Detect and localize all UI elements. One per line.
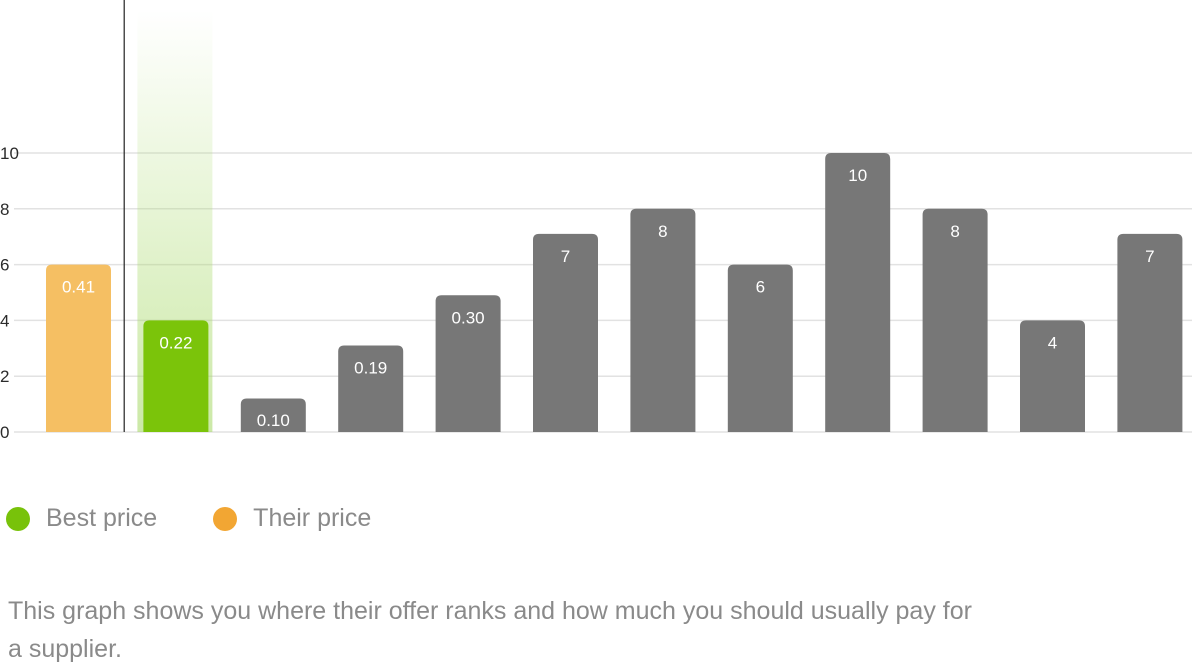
bar-value-label: 10: [848, 166, 867, 185]
bar-value-label: 8: [658, 222, 667, 241]
bar-value-label: 7: [561, 247, 570, 266]
bar-value-label: 0.22: [159, 333, 192, 352]
y-tick-label: 10: [0, 144, 19, 163]
best-price-dot-icon: [6, 506, 30, 531]
bar-value-label: 4: [1048, 333, 1057, 352]
bar-other: [1117, 233, 1183, 432]
bar-other: [727, 264, 793, 432]
bar-other: [825, 153, 891, 432]
price-rank-chart: 0 2 4 6 8 10 0.41 0.22 0.10 0.19 0.30 7 8 6 10 8 4 7: [0, 0, 1192, 442]
bar-other: [338, 345, 404, 432]
bar-other: [435, 295, 501, 432]
legend-item-best-price: Best price: [6, 504, 157, 533]
bar-their: [46, 264, 111, 432]
y-tick-label: 0: [0, 423, 9, 442]
bar-value-label: 0.30: [452, 308, 485, 327]
chart-caption: This graph shows you where their offer r…: [8, 597, 972, 663]
bar-other: [630, 208, 696, 432]
bar-other: [1020, 320, 1085, 432]
bar-value-label: 0.10: [257, 411, 290, 430]
bar-value-label: 0.19: [354, 359, 387, 378]
y-axis-tick-labels: 0 2 4 6 8 10: [0, 144, 19, 442]
bar-value-label: 8: [950, 222, 959, 241]
y-tick-label: 6: [0, 256, 9, 275]
bar-other: [240, 398, 306, 432]
legend-label-their-price: Their price: [253, 504, 372, 532]
y-tick-label: 2: [0, 367, 9, 386]
y-tick-label: 4: [0, 311, 9, 330]
bar-value-label: 7: [1145, 247, 1154, 266]
bar-value-label: 6: [756, 278, 765, 297]
bar-other: [533, 233, 598, 432]
legend: Best price Their price: [6, 504, 427, 533]
bar-best: [143, 320, 209, 432]
bar-other: [922, 208, 988, 432]
legend-item-their-price: Their price: [213, 504, 371, 533]
their-price-dot-icon: [213, 506, 238, 531]
bars: [46, 153, 1183, 432]
bar-value-labels: 0.41 0.22 0.10 0.19 0.30 7 8 6 10 8 4 7: [62, 166, 1155, 430]
bar-value-label: 0.41: [62, 278, 95, 297]
y-tick-label: 8: [0, 200, 9, 219]
legend-label-best-price: Best price: [46, 504, 158, 532]
